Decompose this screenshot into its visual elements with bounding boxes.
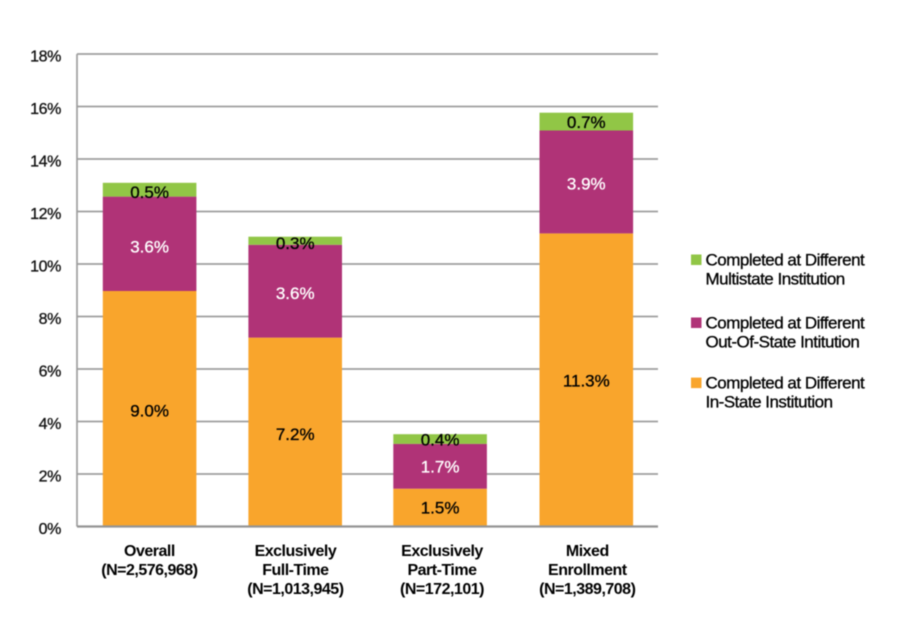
svg-text:Mixed: Mixed <box>566 543 609 560</box>
svg-text:Overall: Overall <box>124 543 175 560</box>
svg-text:14%: 14% <box>30 154 61 171</box>
svg-text:12%: 12% <box>30 206 61 223</box>
svg-text:Part-Time: Part-Time <box>407 562 477 579</box>
svg-text:0%: 0% <box>39 521 61 538</box>
svg-text:3.9%: 3.9% <box>567 174 606 193</box>
svg-text:0.4%: 0.4% <box>421 431 460 450</box>
svg-text:(N=172,101): (N=172,101) <box>400 581 484 598</box>
svg-text:Completed at Different: Completed at Different <box>706 374 866 393</box>
svg-text:9.0%: 9.0% <box>130 402 169 421</box>
svg-text:0.5%: 0.5% <box>130 183 169 202</box>
svg-text:16%: 16% <box>30 101 61 118</box>
svg-text:(N=2,576,968): (N=2,576,968) <box>101 562 197 579</box>
svg-text:1.7%: 1.7% <box>421 458 460 477</box>
svg-text:0.3%: 0.3% <box>276 234 315 253</box>
svg-text:3.6%: 3.6% <box>130 237 169 256</box>
svg-text:11.3%: 11.3% <box>563 372 610 391</box>
svg-text:Completed at Different: Completed at Different <box>706 251 866 270</box>
svg-text:Out-Of-State Intitution: Out-Of-State Intitution <box>706 333 860 352</box>
svg-text:Exclusively: Exclusively <box>401 543 483 560</box>
svg-text:Completed at Different: Completed at Different <box>706 314 866 333</box>
svg-text:In-State Institution: In-State Institution <box>706 393 833 412</box>
svg-text:2%: 2% <box>39 469 61 486</box>
svg-text:Multistate Institution: Multistate Institution <box>706 270 845 289</box>
svg-text:7.2%: 7.2% <box>276 425 315 444</box>
svg-text:1.5%: 1.5% <box>421 498 460 517</box>
svg-text:8%: 8% <box>39 311 61 328</box>
svg-text:6%: 6% <box>39 364 61 381</box>
svg-text:(N=1,389,708): (N=1,389,708) <box>539 581 635 598</box>
svg-text:Exclusively: Exclusively <box>255 543 337 560</box>
svg-text:0.7%: 0.7% <box>567 113 606 132</box>
svg-text:Enrollment: Enrollment <box>548 562 628 579</box>
svg-text:10%: 10% <box>30 259 61 276</box>
svg-text:4%: 4% <box>39 416 61 433</box>
svg-text:18%: 18% <box>30 49 61 66</box>
svg-text:(N=1,013,945): (N=1,013,945) <box>247 581 343 598</box>
svg-text:Full-Time: Full-Time <box>262 562 329 579</box>
svg-text:3.6%: 3.6% <box>276 284 315 303</box>
